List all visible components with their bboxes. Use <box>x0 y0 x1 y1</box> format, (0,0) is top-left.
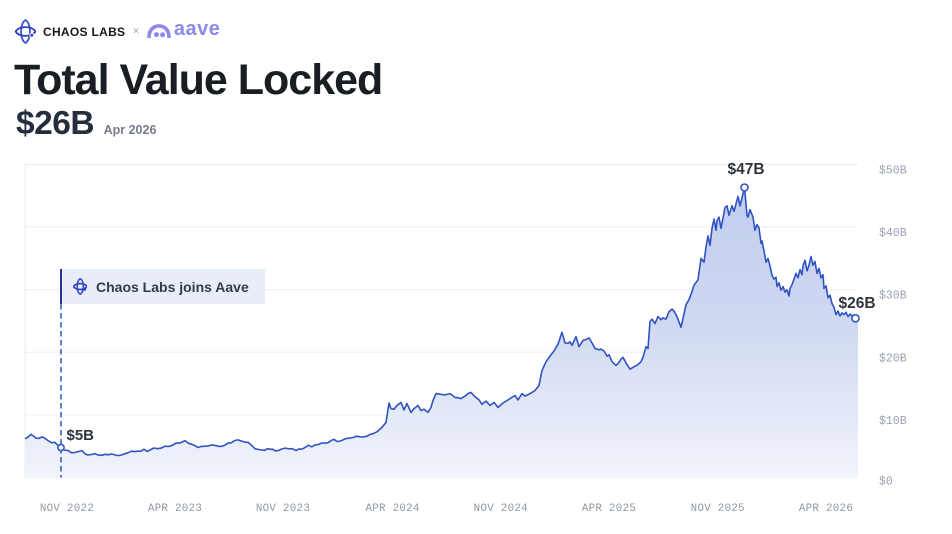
svg-text:APR 2024: APR 2024 <box>365 503 419 515</box>
svg-text:$10B: $10B <box>879 415 907 428</box>
svg-text:APR 2026: APR 2026 <box>799 503 853 515</box>
svg-text:APR 2023: APR 2023 <box>148 503 202 515</box>
svg-text:NOV 2022: NOV 2022 <box>40 503 94 515</box>
svg-text:NOV 2025: NOV 2025 <box>691 503 745 515</box>
svg-text:$30B: $30B <box>879 290 907 303</box>
svg-text:APR 2025: APR 2025 <box>582 503 636 515</box>
svg-text:$50B: $50B <box>879 165 907 178</box>
svg-text:NOV 2023: NOV 2023 <box>256 503 310 515</box>
svg-text:$40B: $40B <box>879 227 907 240</box>
svg-text:$20B: $20B <box>879 352 907 365</box>
svg-text:NOV 2024: NOV 2024 <box>474 503 528 515</box>
svg-text:$0: $0 <box>879 476 893 489</box>
